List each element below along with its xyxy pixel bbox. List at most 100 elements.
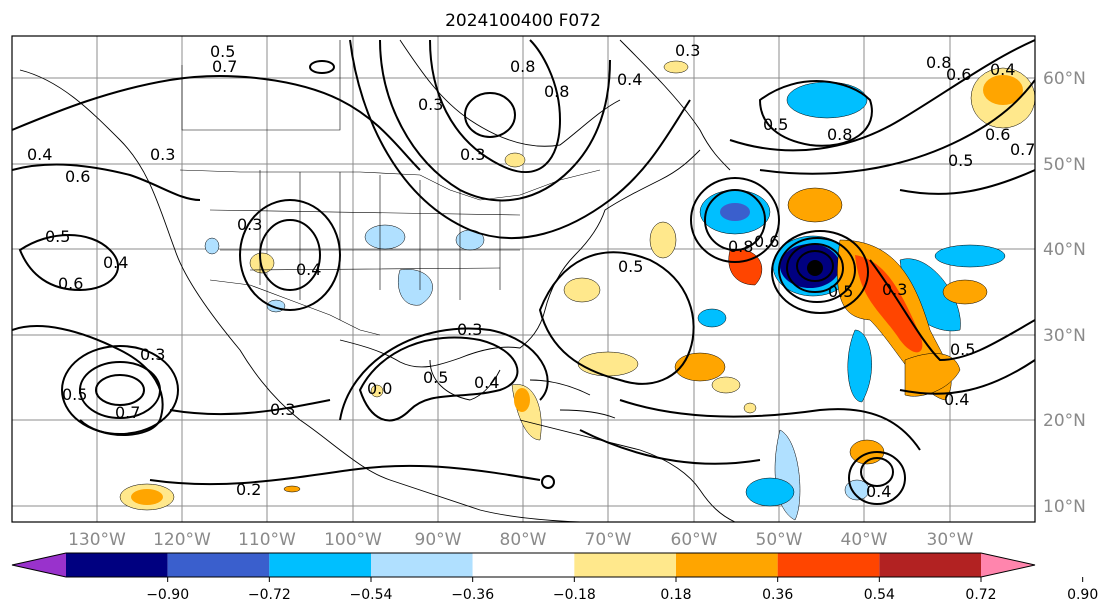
- contour-label: 0.8: [728, 237, 753, 256]
- contour-line: [729, 39, 1035, 152]
- contour-label: 0.6: [58, 274, 83, 293]
- colorbar-segment: [574, 553, 676, 577]
- contour-line: [169, 399, 331, 416]
- lon-label: 60°W: [671, 530, 718, 550]
- shade-yellow-bermuda: [649, 221, 677, 259]
- contour-label: 0.8: [544, 82, 569, 101]
- contour-line: [429, 39, 562, 173]
- contour-line: [541, 475, 555, 489]
- shade-yellow-atlantic2: [711, 376, 741, 394]
- contour-label: 0.5: [950, 340, 975, 359]
- shade-orange-small: [283, 485, 301, 493]
- contour-line: [758, 80, 873, 147]
- coastlines: [19, 39, 736, 522]
- contour-line: [349, 39, 691, 239]
- contour-label: 0.8: [510, 57, 535, 76]
- map-frame: [11, 35, 1036, 523]
- contour-label: 0.7: [1010, 140, 1035, 159]
- colorbar-segment: [777, 553, 880, 577]
- shade-yellow-coast: [563, 277, 601, 303]
- contour-label: 0.4: [27, 145, 52, 164]
- colorbar-extend-high: [981, 553, 1035, 577]
- shade-orange-caribbean: [514, 388, 530, 412]
- contour-label: 0.5: [828, 282, 853, 301]
- contour-line: [12, 163, 201, 201]
- colorbar-segment: [269, 553, 371, 577]
- shade-darkblue-newfoundland: [720, 203, 750, 221]
- contour-label: 0.3: [457, 320, 482, 339]
- contour-label: 0.3: [237, 215, 262, 234]
- contour-line: [619, 399, 921, 451]
- contour-label: 0.6: [985, 125, 1010, 144]
- contour-label: 0.3: [418, 95, 443, 114]
- shade-red-east-storm: [855, 255, 923, 353]
- contour-line: [704, 189, 766, 251]
- lat-label: 10°N: [1043, 497, 1086, 517]
- contour-label: 0.7: [212, 57, 237, 76]
- colorbar-tick-label: 0.18: [660, 587, 691, 603]
- colorbar-tick-label: −0.90: [146, 587, 189, 603]
- lat-label: 40°N: [1043, 240, 1086, 260]
- colorbar-tick-label: −0.54: [350, 587, 393, 603]
- contour-line: [690, 177, 780, 263]
- lon-label: 50°W: [756, 530, 803, 550]
- coastline-yucatan: [429, 359, 501, 401]
- shade-yellow-atlantic: [577, 351, 639, 377]
- coastline-caribbean-islands: [529, 379, 616, 419]
- colorbar-tick-label: 0.54: [864, 587, 895, 603]
- contour-line: [95, 374, 145, 406]
- contour-line: [860, 457, 894, 487]
- colorbar-segment: [66, 553, 168, 577]
- shade-lightblue-west: [204, 237, 220, 255]
- colorbar-segment: [167, 553, 270, 577]
- shade-orange-atlantic: [674, 352, 726, 382]
- contour-label: 0.4: [103, 253, 128, 272]
- lon-label: 110°W: [238, 530, 296, 550]
- shaded-anomalies: [119, 60, 1035, 521]
- contour-line: [869, 259, 1035, 362]
- contour-label: 0.8: [926, 53, 951, 72]
- province-borders: [181, 40, 341, 131]
- contour-label: 0.3: [460, 145, 485, 164]
- contour-label: 0.5: [948, 151, 973, 170]
- coastline-pacific-americas: [19, 69, 581, 522]
- coastline-gulf-atlantic: [339, 149, 701, 368]
- contour-label: 0.7: [115, 403, 140, 422]
- colorbar-segment: [472, 553, 575, 577]
- contour-line: [358, 336, 519, 422]
- shade-blue-greenland: [786, 81, 868, 119]
- contour-line: [379, 39, 611, 202]
- contour-label: 0.4: [944, 390, 969, 409]
- contour-line: [12, 75, 421, 171]
- coastline-hudson-bay: [399, 39, 621, 147]
- contour-line: [149, 464, 541, 486]
- shade-yellow-mexico: [370, 384, 384, 398]
- contour-label: 0.3: [270, 400, 295, 419]
- colorbar-tick-label: −0.18: [553, 587, 596, 603]
- contour-label: 0.4: [617, 70, 642, 89]
- shade-orange-southeast: [904, 353, 961, 397]
- contour-line: [239, 199, 341, 311]
- contour-line: [538, 251, 695, 385]
- contour-label: 0.4: [296, 260, 321, 279]
- colorbar: −0.90 −0.72 −0.54 −0.36 −0.18 0.18 0.36 0.54 0.7…: [11, 552, 1098, 603]
- contour-labels: 0.5 0.7 0.3 0.8 0.4 0.8 0.6 0.4 0.8 0.5 …: [27, 41, 1035, 501]
- lon-label: 130°W: [68, 530, 126, 550]
- contour-line: [309, 60, 335, 74]
- lat-label: 60°N: [1043, 69, 1086, 89]
- colorbar-tick-label: 0.36: [762, 587, 793, 603]
- contour-label: 0.0: [367, 379, 392, 398]
- contour-storm-4: [771, 230, 869, 314]
- contour-line: [79, 361, 161, 419]
- contour-line: [259, 219, 321, 291]
- storm-center-marker: [807, 260, 823, 276]
- contour-line: [848, 451, 906, 505]
- contour-line: [464, 92, 516, 138]
- contour-label: 0.4: [474, 373, 499, 392]
- colorbar-tick-label: −0.72: [248, 587, 291, 603]
- contour-line: [339, 327, 549, 421]
- contour-label: 0.5: [45, 227, 70, 246]
- contour-line: [18, 234, 120, 292]
- contour-line: [899, 169, 1035, 195]
